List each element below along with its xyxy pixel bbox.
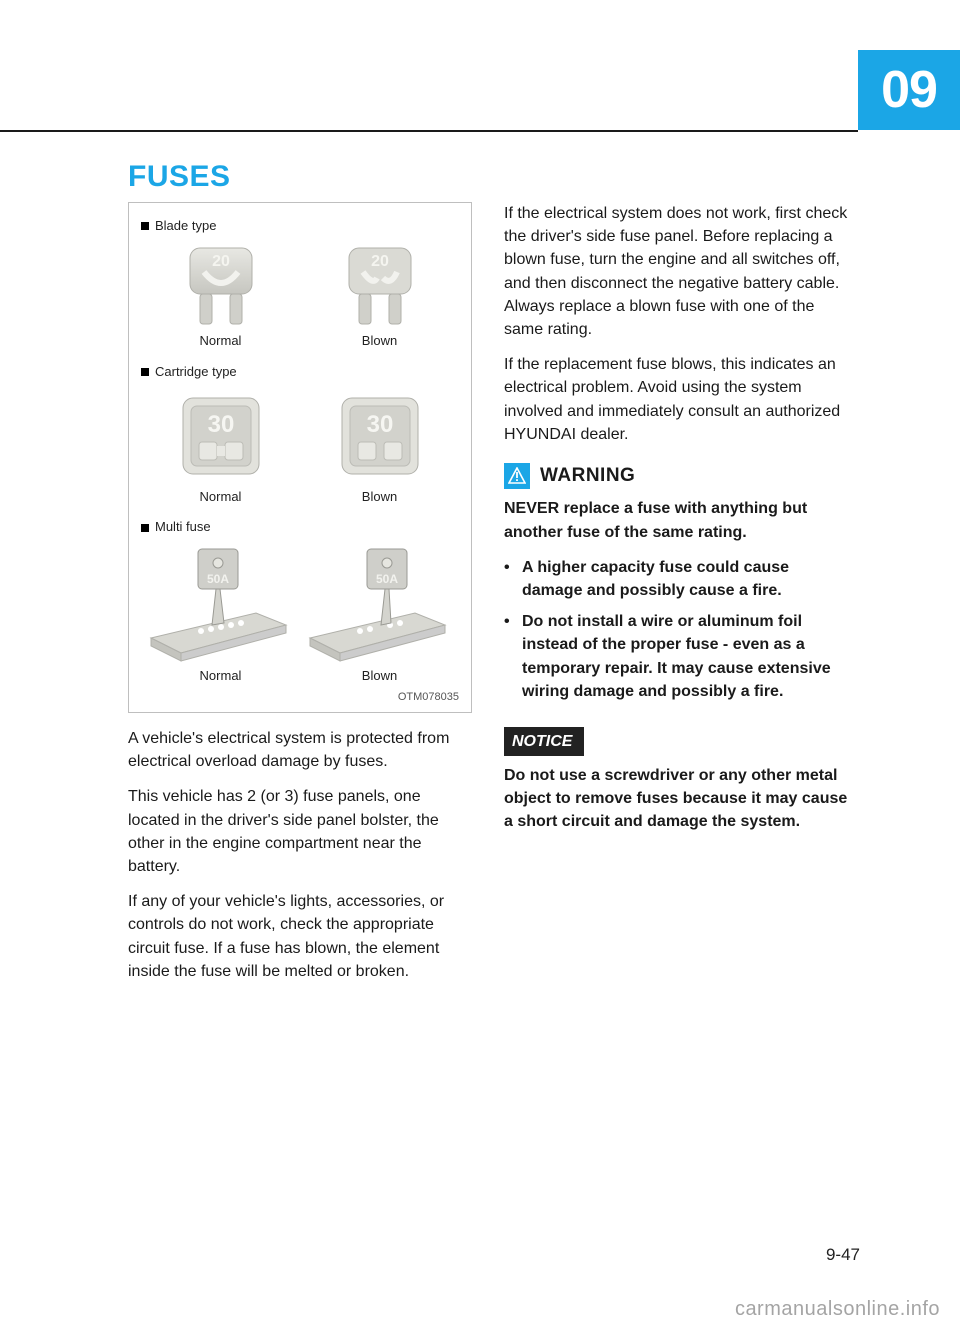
notice-label: NOTICE [504, 727, 584, 756]
body-paragraph: A vehicle's electrical system is protect… [128, 727, 472, 773]
warning-callout: WARNING [504, 462, 848, 490]
svg-text:50A: 50A [375, 572, 397, 586]
figure-label: Blown [362, 332, 397, 351]
cartridge-fuse-blown-icon: 30 [332, 388, 428, 484]
notice-text: Do not use a screwdriver or any other me… [504, 764, 848, 834]
body-paragraph: If the electrical system does not work, … [504, 202, 848, 341]
bullet-square-icon [141, 524, 149, 532]
figure-label: Normal [200, 332, 242, 351]
figure-group-title: Multi fuse [155, 518, 211, 537]
multi-fuse-normal-icon: 50A [146, 543, 296, 663]
watermark: carmanualsonline.info [735, 1298, 940, 1321]
svg-text:50A: 50A [206, 572, 228, 586]
figure-code: OTM078035 [141, 690, 459, 706]
svg-text:20: 20 [212, 253, 230, 270]
left-column: Blade type 20 [128, 202, 472, 995]
svg-text:20: 20 [371, 253, 389, 270]
section-title: FUSES [128, 160, 848, 194]
warning-icon [504, 463, 530, 489]
warning-bullet: Do not install a wire or aluminum foil i… [504, 610, 848, 703]
warning-list: A higher capacity fuse could cause damag… [504, 556, 848, 703]
figure-group-title: Cartridge type [155, 363, 237, 382]
figure-label: Normal [200, 667, 242, 686]
blade-fuse-normal-icon: 20 [182, 242, 260, 328]
figure-label: Normal [200, 488, 242, 507]
warning-bullet: A higher capacity fuse could cause damag… [504, 556, 848, 602]
bullet-square-icon [141, 222, 149, 230]
svg-text:30: 30 [366, 411, 393, 438]
body-paragraph: If the replacement fuse blows, this indi… [504, 353, 848, 446]
page-content: FUSES Blade type [128, 160, 848, 995]
page-number: 9-47 [826, 1245, 860, 1265]
chapter-tab: 09 [858, 50, 960, 130]
top-rule [0, 130, 858, 132]
figure-label: Blown [362, 488, 397, 507]
body-paragraph: If any of your vehicle's lights, accesso… [128, 890, 472, 983]
figure-group-title: Blade type [155, 217, 216, 236]
figure-group-caption: Cartridge type [141, 363, 459, 382]
svg-text:30: 30 [207, 411, 234, 438]
figure-group-caption: Blade type [141, 217, 459, 236]
cartridge-fuse-normal-icon: 30 [173, 388, 269, 484]
blade-fuse-blown-icon: 20 [341, 242, 419, 328]
multi-fuse-blown-icon: 50A [305, 543, 455, 663]
figure-label: Blown [362, 667, 397, 686]
fuse-figure-panel: Blade type 20 [128, 202, 472, 713]
right-column: If the electrical system does not work, … [504, 202, 848, 995]
body-paragraph: This vehicle has 2 (or 3) fuse panels, o… [128, 785, 472, 878]
bullet-square-icon [141, 368, 149, 376]
warning-title: WARNING [540, 462, 635, 490]
warning-intro: NEVER replace a fuse with anything but a… [504, 497, 848, 543]
figure-group-caption: Multi fuse [141, 518, 459, 537]
